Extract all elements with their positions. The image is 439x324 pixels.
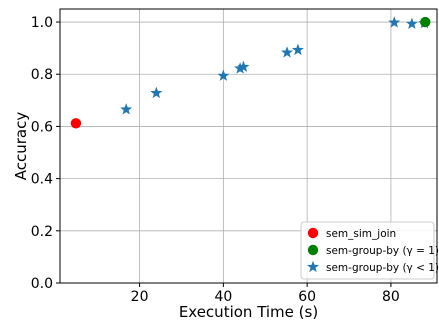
star-point <box>291 43 304 56</box>
star-point <box>388 16 401 28</box>
star-point <box>281 46 294 58</box>
x-axis-label: Execution Time (s) <box>179 303 318 321</box>
y-tick-label: 0.2 <box>31 224 53 240</box>
y-tick-label: 1.0 <box>31 15 53 31</box>
y-axis-label: Accuracy <box>12 112 30 181</box>
x-tick-label: 60 <box>298 289 316 305</box>
y-tick-label: 0.6 <box>31 119 53 135</box>
legend-label: sem_sim_join <box>326 228 396 240</box>
x-tick-label: 20 <box>131 289 149 305</box>
star-point <box>150 86 163 99</box>
y-tick-label: 0.0 <box>31 276 53 292</box>
star-point <box>120 103 133 115</box>
plot-area-frame <box>59 8 438 284</box>
legend-box <box>300 221 435 280</box>
circle-point <box>70 118 82 129</box>
y-tick-label: 0.4 <box>31 172 53 188</box>
star-point <box>234 62 247 74</box>
y-axis-ticks: 0.0 0.2 0.4 0.6 0.8 1.0 <box>31 15 60 292</box>
star-point <box>405 17 418 29</box>
x-tick-label: 80 <box>382 289 400 305</box>
legend: sem_sim_join sem-group-by (γ = 1) sem-grou… <box>300 221 439 280</box>
circle-point <box>420 16 431 28</box>
star-point <box>237 60 250 73</box>
legend-marker <box>307 227 319 239</box>
star-point <box>217 69 230 81</box>
y-tick-label: 0.8 <box>31 67 53 83</box>
x-axis-ticks: 20 40 60 80 <box>131 283 400 305</box>
legend-marker <box>307 260 319 273</box>
legend-label: sem-group-by (γ < 1) <box>326 262 439 274</box>
legend-marker <box>307 244 319 256</box>
x-tick-label: 40 <box>214 289 232 305</box>
data-points <box>70 16 431 129</box>
legend-label: sem-group-by (γ = 1) <box>326 245 439 257</box>
